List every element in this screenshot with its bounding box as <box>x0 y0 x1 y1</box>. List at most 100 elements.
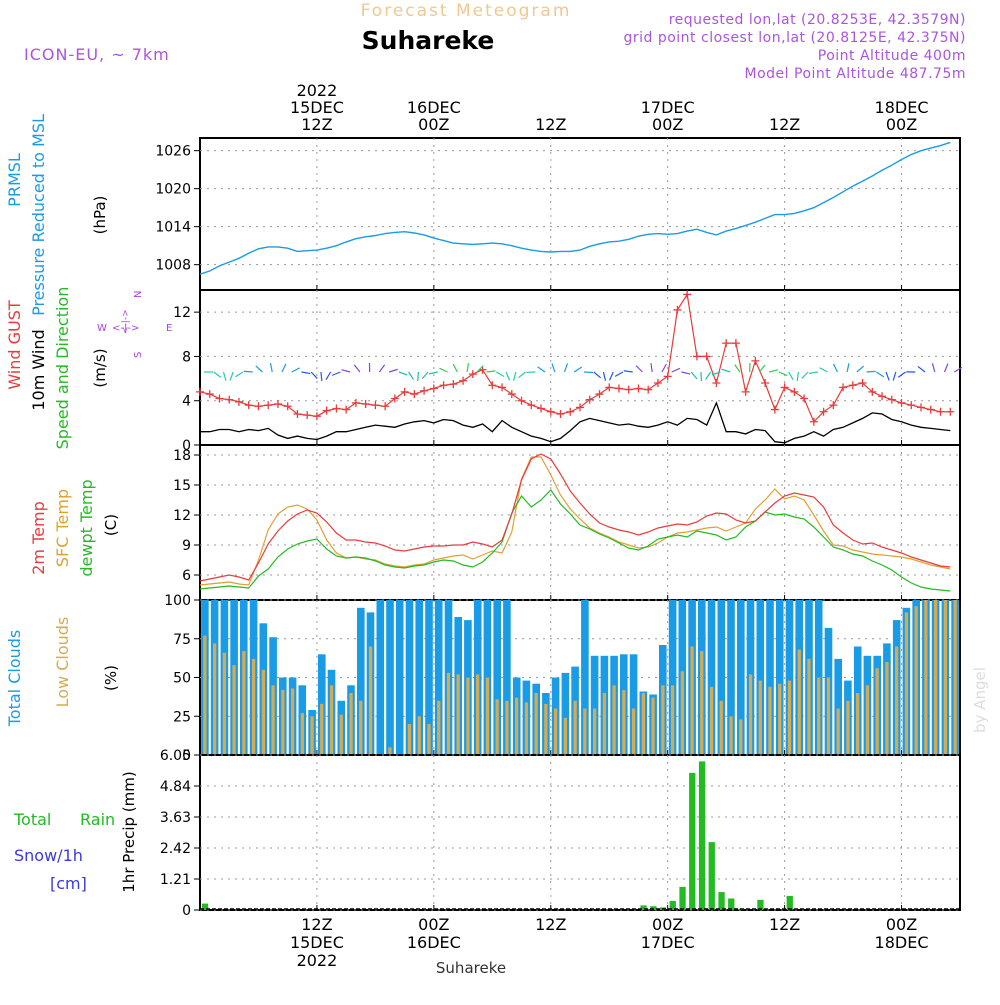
low-cloud-bar <box>223 653 226 755</box>
wind-direction-arrow <box>354 365 360 372</box>
wind-direction-arrow <box>453 364 457 372</box>
wind-direction-arrow <box>636 366 642 372</box>
wind-direction-arrow <box>332 372 340 375</box>
wind-direction-arrow <box>886 372 889 380</box>
low-cloud-bar <box>232 665 235 755</box>
low-cloud-bar <box>817 678 820 756</box>
wind-gust-marker <box>907 401 915 409</box>
wind-direction-arrow <box>538 367 545 372</box>
wind-gust-marker <box>625 386 633 394</box>
low-cloud-bar <box>213 643 216 755</box>
model-label: ICON-EU, ~ 7km <box>24 45 170 64</box>
compass-vertical-arrows-icon: <-|-> <box>121 309 131 334</box>
wind-direction-arrow <box>820 368 828 372</box>
total-label: Total <box>13 810 51 829</box>
wind-gust-marker <box>274 400 282 408</box>
low-cloud-bar <box>700 651 703 755</box>
low-cloud-bar <box>759 681 762 755</box>
wind-direction-arrow <box>418 372 419 381</box>
wind-direction-arrow <box>789 372 794 380</box>
low-cloud-bar <box>564 718 567 755</box>
wind-gust-marker <box>488 381 496 389</box>
wind-gust-marker <box>235 398 243 406</box>
precip-panel: Total Rain Snow/1h [cm] 1hr Precip (mm) <box>13 771 138 893</box>
wind-gust-marker <box>927 406 935 414</box>
low-cloud-bar <box>632 709 635 756</box>
low-cloud-bar <box>612 685 615 755</box>
wind-direction-arrow <box>270 363 272 372</box>
low-cloud-bar <box>525 702 528 755</box>
wind-direction-arrow <box>857 366 864 372</box>
wind-direction-arrow <box>565 363 568 372</box>
rain-bar <box>709 842 715 910</box>
wind-gust-marker <box>800 395 808 403</box>
low-cloud-bar <box>301 713 304 755</box>
compass-north: N <box>133 291 144 298</box>
low-cloud-bar <box>505 701 508 755</box>
forecast-meteogram-title: Forecast Meteogram <box>361 1 572 21</box>
wind-direction-arrow <box>552 363 555 372</box>
wind-direction-arrow <box>244 371 253 372</box>
wind-direction-arrow <box>429 372 438 374</box>
rain-bar <box>787 896 793 910</box>
low-cloud-bar <box>954 600 957 755</box>
dewpt-temp-line <box>200 490 950 591</box>
low-cloud-bar <box>457 674 460 755</box>
wind-direction-arrow <box>834 364 838 372</box>
low-cloud-bar <box>320 704 323 755</box>
temp-frame <box>200 445 960 600</box>
total-clouds-label: Total Clouds <box>5 630 24 728</box>
low-cloud-bar <box>262 670 265 755</box>
wind-speed-line <box>200 403 950 443</box>
wind-gust-marker <box>673 306 681 314</box>
plot-layers: 1008101410201026048126912151802550751000… <box>155 138 962 919</box>
top-time-label: 00Z <box>886 115 917 134</box>
bottom-time-label: 00Z <box>418 915 449 934</box>
low-cloud-bar <box>203 636 206 755</box>
y-tick-label: 50 <box>173 671 191 687</box>
requested-coordinates: requested lon,lat (20.8253E, 42.3579N) <box>669 12 966 28</box>
low-cloud-bar <box>593 709 596 756</box>
wind-gust-marker <box>215 395 223 403</box>
wind-gust-marker <box>469 370 477 378</box>
bottom-time-label: 15DEC <box>290 933 344 952</box>
bottom-time-label: 16DEC <box>407 933 461 952</box>
wind-gust-marker <box>254 402 262 410</box>
wind-gust-marker <box>196 388 204 396</box>
y-tick-label: 0 <box>182 903 191 919</box>
low-cloud-bar <box>281 690 284 755</box>
wind-gust-marker <box>264 401 272 409</box>
wind-gust-marker <box>751 357 759 365</box>
wind-direction-arrow <box>867 371 876 372</box>
wind-direction-arrow <box>321 372 322 381</box>
wind-direction-arrow <box>759 365 765 372</box>
low-cloud-bar <box>291 688 294 755</box>
low-cloud-bar <box>349 693 352 755</box>
low-cloud-bar <box>739 719 742 755</box>
wind-gust-marker <box>362 400 370 408</box>
wind-direction-arrow <box>610 372 614 380</box>
low-cloud-bar <box>915 606 918 755</box>
wind-direction-arrow <box>735 365 740 372</box>
wind-gust-line <box>200 294 950 421</box>
low-cloud-bar <box>856 693 859 755</box>
wind-gust-marker <box>917 403 925 411</box>
snow-label: Snow/1h <box>14 846 83 865</box>
wind-direction-arrow <box>672 368 680 372</box>
2m-temp-label: 2m Temp <box>29 501 48 575</box>
low-cloud-bar <box>788 681 791 755</box>
wind-gust-marker <box>518 397 526 405</box>
wind-gust-marker <box>693 352 701 360</box>
low-cloud-bar <box>486 678 489 756</box>
wind-gust-marker <box>634 385 642 393</box>
rain-bar <box>699 761 705 910</box>
low-cloud-bar <box>408 724 411 755</box>
wind-gust-marker <box>946 408 954 416</box>
wind-direction-arrow <box>235 372 243 377</box>
precip-unit: 1hr Precip (mm) <box>120 771 138 892</box>
wind-gust-marker <box>323 407 331 415</box>
